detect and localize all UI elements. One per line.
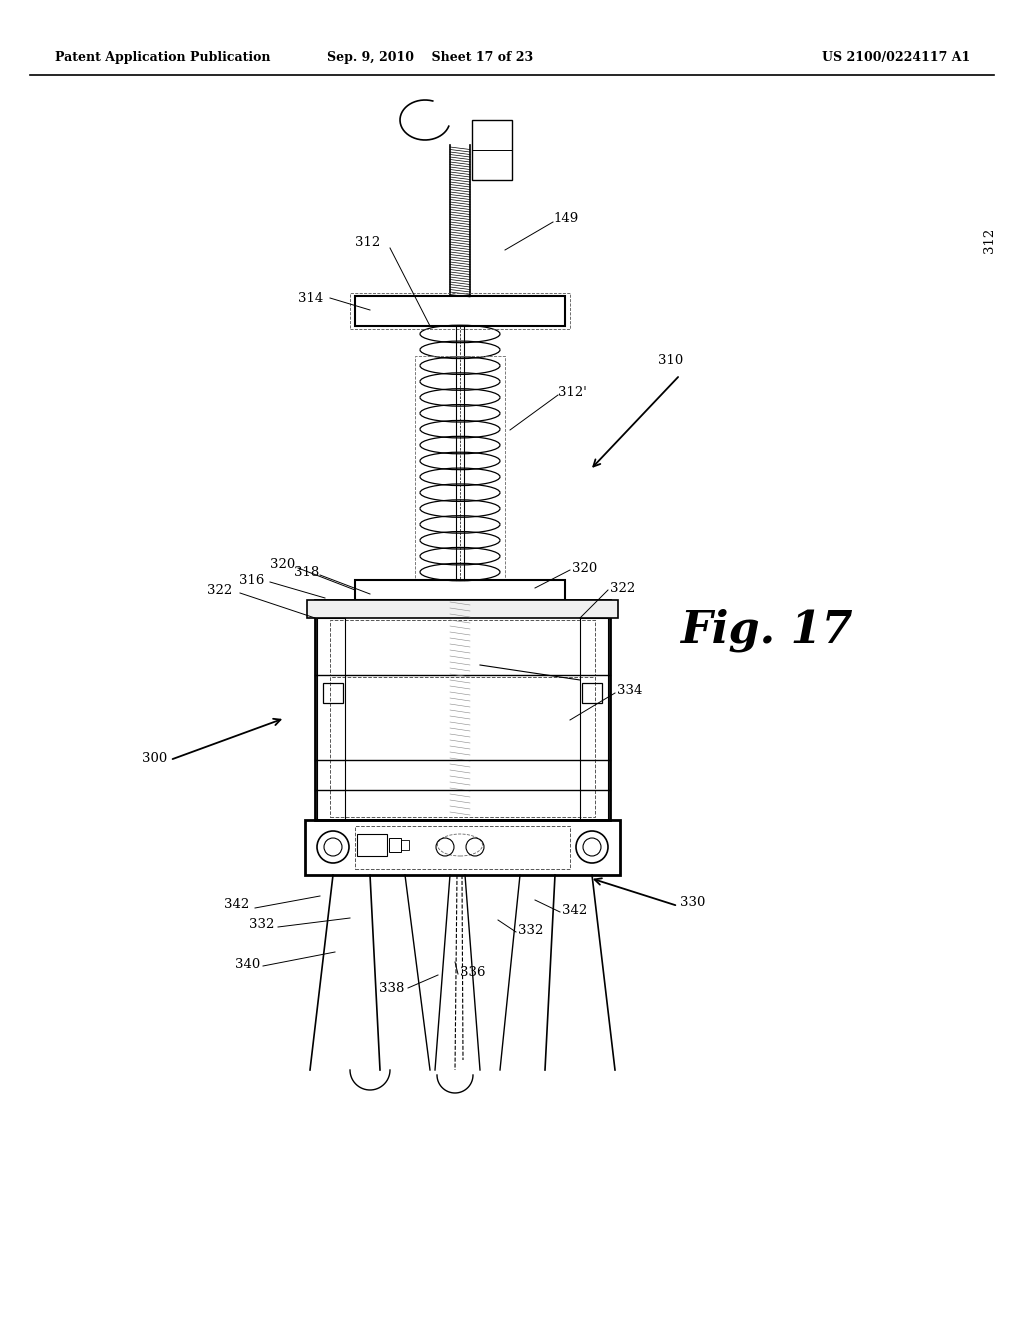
Text: 314: 314 [298, 292, 323, 305]
Text: Sep. 9, 2010    Sheet 17 of 23: Sep. 9, 2010 Sheet 17 of 23 [327, 51, 534, 65]
Text: 342: 342 [562, 903, 587, 916]
Text: 312: 312 [983, 227, 996, 252]
Text: 330: 330 [680, 896, 706, 909]
Bar [580, 618, 608, 820]
Text: 320: 320 [572, 561, 597, 574]
Text: 322: 322 [610, 582, 635, 594]
Bar [401, 840, 409, 850]
Text: 316: 316 [240, 573, 264, 586]
Bar [355, 579, 565, 601]
Bar [323, 682, 343, 704]
Bar [330, 620, 595, 675]
Text: 322: 322 [208, 583, 232, 597]
Bar [415, 356, 505, 579]
Bar [330, 677, 595, 817]
Text: 334: 334 [617, 684, 642, 697]
Text: 332: 332 [518, 924, 544, 936]
Bar [389, 838, 401, 851]
Bar [472, 120, 512, 180]
Text: 149: 149 [553, 211, 579, 224]
Bar [582, 682, 602, 704]
Text: 338: 338 [379, 982, 404, 994]
Text: US 2100/0224117 A1: US 2100/0224117 A1 [821, 51, 970, 65]
Text: 312': 312' [558, 385, 587, 399]
Text: 318: 318 [294, 566, 319, 579]
Text: Fig. 17: Fig. 17 [680, 609, 853, 652]
Bar [357, 834, 387, 855]
Text: 340: 340 [236, 958, 261, 972]
Text: 320: 320 [270, 558, 296, 572]
Bar [315, 601, 610, 820]
Text: 342: 342 [224, 899, 250, 912]
Bar [350, 293, 570, 329]
Bar [317, 618, 345, 820]
Text: 310: 310 [658, 354, 683, 367]
Text: Patent Application Publication: Patent Application Publication [55, 51, 270, 65]
Bar [355, 826, 570, 869]
Text: 312: 312 [355, 236, 381, 249]
Text: 300: 300 [142, 751, 168, 764]
Bar [307, 601, 618, 618]
Bar [305, 820, 620, 875]
Text: 332: 332 [249, 919, 274, 932]
Bar [355, 296, 565, 326]
Text: 336: 336 [460, 966, 485, 979]
